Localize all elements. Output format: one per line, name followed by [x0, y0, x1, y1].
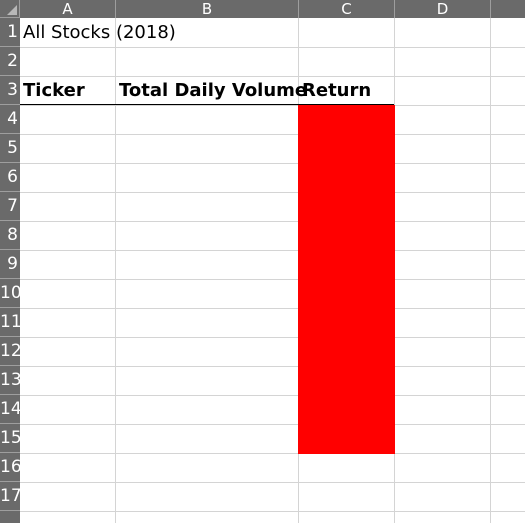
row-divider: [20, 105, 525, 106]
cell-c3[interactable]: Return: [302, 80, 372, 101]
row-header-11[interactable]: 11: [0, 308, 20, 337]
row-header-13[interactable]: 13: [0, 366, 20, 395]
row-divider: [20, 511, 525, 512]
row-divider: [20, 47, 525, 48]
cell-b3[interactable]: Total Daily Volume: [119, 80, 308, 101]
row-divider: [20, 395, 525, 396]
row-header-15[interactable]: 15: [0, 424, 20, 453]
column-header-d[interactable]: D: [395, 0, 491, 18]
row-header-16[interactable]: 16: [0, 453, 20, 482]
row-divider: [20, 250, 525, 251]
row-divider: [20, 221, 525, 222]
row-header-14[interactable]: 14: [0, 395, 20, 424]
row-divider: [20, 76, 525, 77]
row-divider: [20, 453, 525, 454]
cell-a1[interactable]: All Stocks (2018): [23, 22, 176, 43]
row-header-8[interactable]: 8: [0, 221, 20, 250]
row-divider: [20, 308, 525, 309]
column-header-b[interactable]: B: [116, 0, 299, 18]
row-divider: [20, 337, 525, 338]
row-header-1[interactable]: 1: [0, 18, 20, 47]
column-header-a[interactable]: A: [20, 0, 116, 18]
row-divider: [20, 192, 525, 193]
cell-a3[interactable]: Ticker: [23, 80, 85, 101]
col-divider-a-b: [115, 18, 116, 523]
row-divider: [20, 424, 525, 425]
row-header-9[interactable]: 9: [0, 250, 20, 279]
col-divider-d-e: [490, 18, 491, 523]
row-header-10[interactable]: 10: [0, 279, 20, 308]
select-all-corner[interactable]: [0, 0, 20, 18]
row-header-4[interactable]: 4: [0, 105, 20, 134]
row-header-6[interactable]: 6: [0, 163, 20, 192]
row-divider: [20, 279, 525, 280]
column-header-e[interactable]: [491, 0, 525, 18]
row-header-5[interactable]: 5: [0, 134, 20, 163]
row-header-12[interactable]: 12: [0, 337, 20, 366]
header-bottom-border: [20, 104, 394, 105]
red-filled-range[interactable]: [298, 105, 395, 454]
row-divider: [20, 134, 525, 135]
row-header-17[interactable]: 17: [0, 482, 20, 511]
row-divider: [20, 482, 525, 483]
row-header-7[interactable]: 7: [0, 192, 20, 221]
row-header-3[interactable]: 3: [0, 76, 20, 105]
row-divider: [20, 366, 525, 367]
row-header-2[interactable]: 2: [0, 47, 20, 76]
row-header-18[interactable]: [0, 511, 20, 523]
column-header-c[interactable]: C: [299, 0, 395, 18]
row-divider: [20, 163, 525, 164]
